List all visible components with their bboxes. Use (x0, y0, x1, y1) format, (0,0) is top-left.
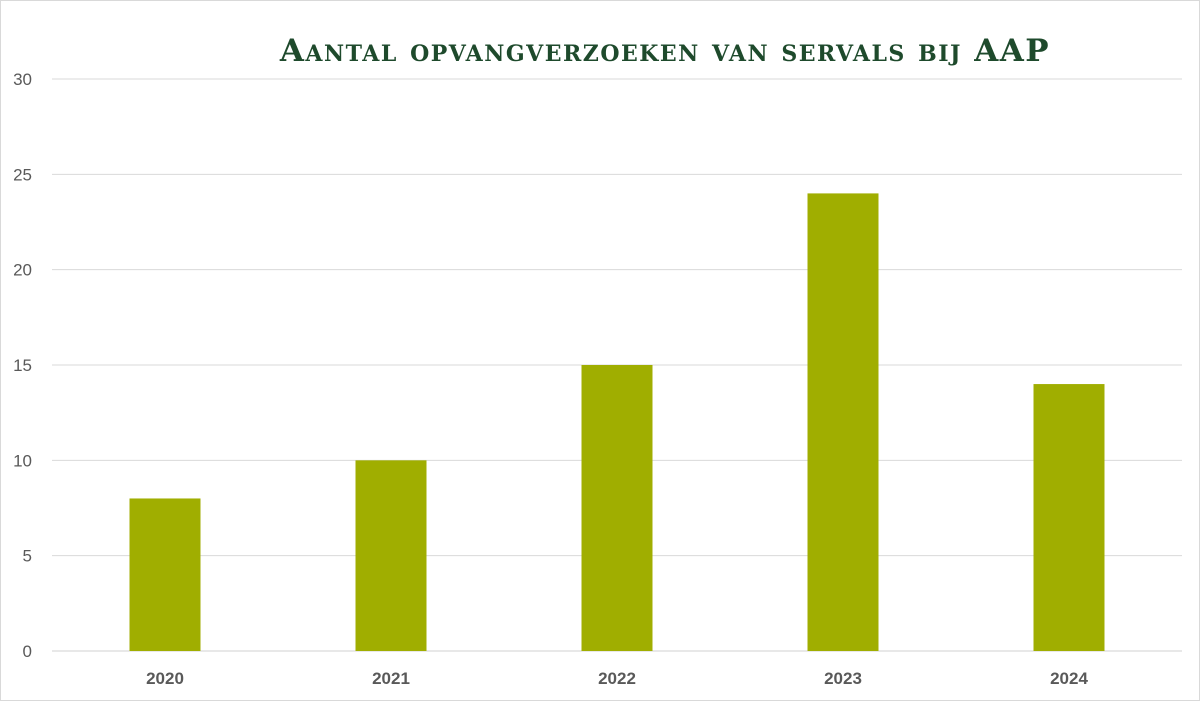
x-tick-label: 2022 (598, 669, 636, 688)
x-tick-label: 2021 (372, 669, 410, 688)
bar-2022 (581, 365, 653, 651)
y-tick-label: 0 (23, 642, 32, 661)
bar-2024 (1033, 384, 1105, 651)
y-tick-label: 10 (13, 451, 32, 470)
x-axis-ticks: 2020 2021 2022 2023 2024 (146, 669, 1088, 688)
y-tick-label: 20 (13, 261, 32, 280)
y-tick-label: 15 (13, 356, 32, 375)
bar-2021 (355, 460, 427, 651)
y-tick-label: 25 (13, 165, 32, 184)
y-tick-label: 5 (23, 547, 32, 566)
bar-2023 (807, 193, 879, 651)
x-tick-label: 2024 (1050, 669, 1088, 688)
bars (129, 193, 1105, 651)
x-tick-label: 2020 (146, 669, 184, 688)
y-axis-ticks: 0 5 10 15 20 25 30 (13, 70, 32, 661)
bar-2020 (129, 498, 201, 651)
x-tick-label: 2023 (824, 669, 862, 688)
y-tick-label: 30 (13, 70, 32, 89)
chart-title: Aantal opvangverzoeken van servals bij A… (279, 33, 1051, 69)
